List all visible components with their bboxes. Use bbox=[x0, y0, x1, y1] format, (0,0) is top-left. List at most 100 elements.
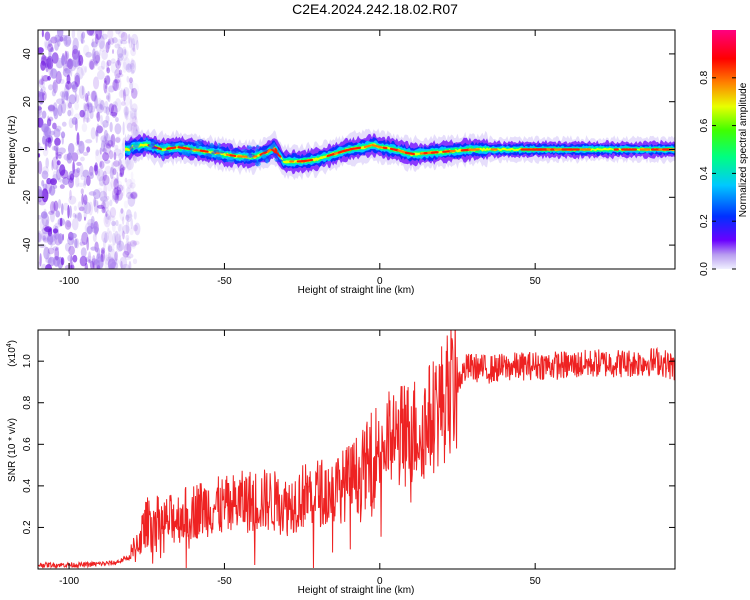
snr-y-tick-label: 0.6 bbox=[22, 437, 33, 451]
spectrogram-noise-cell bbox=[59, 178, 66, 184]
spectrogram-noise-cell bbox=[91, 37, 98, 51]
spectrogram-x-tick-label: -100 bbox=[59, 276, 79, 287]
spectrogram-noise-cell bbox=[116, 171, 119, 184]
spectrogram-noise-cell bbox=[72, 44, 78, 55]
snr-y-axis-label: SNR (10 * v/v) bbox=[7, 418, 18, 482]
spectrogram-noise-cell bbox=[118, 69, 123, 76]
spectrogram-noise-cell bbox=[96, 200, 99, 214]
spectrogram-noise-cell bbox=[99, 104, 103, 110]
spectrogram-noise-cell bbox=[106, 40, 111, 50]
spectrogram-ridge-speckle bbox=[231, 148, 237, 155]
spectrogram-noise-cell bbox=[38, 261, 41, 269]
spectrogram-noise-cell bbox=[130, 191, 138, 200]
spectrogram-noise-cell bbox=[100, 247, 106, 254]
spectrogram-noise-cell bbox=[75, 94, 80, 104]
snr-y-tick-label: 1.0 bbox=[22, 354, 33, 368]
spectrogram-ridge-speckle bbox=[164, 150, 170, 156]
spectrogram-noise-cell bbox=[130, 69, 135, 75]
spectrogram-ridge-speckle bbox=[204, 153, 212, 159]
spectrogram-noise-cell bbox=[111, 221, 116, 233]
spectrogram-noise-cell bbox=[69, 173, 75, 181]
spectrogram-noise-cell bbox=[68, 245, 75, 256]
spectrogram-noise-cell bbox=[122, 216, 125, 225]
spectrogram-noise-cell bbox=[42, 235, 46, 241]
spectrogram-noise-cell bbox=[109, 207, 117, 218]
spectrogram-noise-cell bbox=[62, 176, 70, 186]
spectrogram-noise-cell bbox=[79, 241, 86, 246]
spectrogram-y-tick-label: 0 bbox=[22, 146, 33, 152]
spectrogram-noise-cell bbox=[115, 135, 121, 144]
spectrogram-ridge-speckle bbox=[166, 141, 173, 144]
spectrogram-noise-cell bbox=[72, 37, 79, 52]
spectrogram-noise-cell bbox=[123, 94, 131, 107]
spectrogram-noise-cell bbox=[120, 39, 123, 44]
spectrogram-noise-cell bbox=[40, 60, 46, 71]
spectrogram-noise-cell bbox=[133, 211, 137, 220]
spectrogram-noise-cell bbox=[124, 50, 129, 58]
spectrogram-noise-cell bbox=[131, 38, 136, 51]
spectrogram-ridge-speckle bbox=[132, 143, 140, 149]
spectrogram-noise-cell bbox=[122, 230, 125, 240]
spectrogram-noise-cell bbox=[98, 182, 107, 187]
spectrogram-noise-cell bbox=[106, 74, 111, 85]
spectrogram-noise-cell bbox=[88, 191, 97, 196]
spectrogram-noise-cell bbox=[93, 50, 101, 64]
spectrogram-noise-cell bbox=[83, 95, 87, 102]
spectrogram-ridge-speckle bbox=[217, 142, 221, 148]
spectrogram-noise-cell bbox=[41, 123, 49, 133]
spectrogram-noise-cell bbox=[96, 168, 104, 182]
spectrogram-noise-cell bbox=[68, 195, 77, 205]
spectrogram-noise-cell bbox=[124, 177, 128, 183]
spectrogram-noise-cell bbox=[79, 238, 83, 247]
spectrogram-noise-cell bbox=[96, 125, 103, 134]
spectrogram-noise-cell bbox=[54, 137, 61, 146]
spectrogram-ridge-speckle bbox=[211, 151, 216, 155]
spectrogram-noise-cell bbox=[77, 30, 83, 41]
spectrogram-noise-cell bbox=[101, 206, 106, 214]
spectrogram-ridge-peak bbox=[270, 147, 282, 158]
colorbar-gradient bbox=[712, 30, 736, 269]
spectrogram-noise-cell bbox=[126, 213, 134, 219]
spectrogram-noise-cell bbox=[73, 205, 77, 211]
spectrogram-noise-cell bbox=[125, 240, 129, 251]
spectrogram-noise-cell bbox=[112, 187, 120, 201]
spectrogram-noise-cell bbox=[38, 77, 46, 89]
snr-y-tick-label: 0.4 bbox=[22, 478, 33, 492]
spectrogram-noise-cell bbox=[122, 250, 129, 258]
spectrogram-noise-cell bbox=[129, 82, 134, 90]
spectrogram-noise-cell bbox=[116, 180, 123, 188]
spectrogram-noise-cell bbox=[134, 222, 141, 236]
spectrogram-noise-cell bbox=[123, 243, 132, 256]
spectrogram-noise-cell bbox=[76, 161, 82, 166]
spectrogram-noise-cell bbox=[57, 198, 62, 209]
spectrogram-noise-cell bbox=[52, 228, 59, 234]
spectrogram-ridge-speckle bbox=[151, 147, 158, 150]
spectrogram-noise-cell bbox=[82, 102, 87, 116]
spectrogram-noise-cell bbox=[124, 111, 128, 118]
spectrogram-noise-cell bbox=[100, 115, 103, 125]
spectrogram-noise-cell bbox=[95, 129, 98, 137]
spectrogram-y-tick-label: 40 bbox=[22, 48, 33, 60]
spectrogram-ridge-speckle bbox=[277, 159, 284, 162]
spectrogram-noise-cell bbox=[47, 43, 54, 53]
spectrogram-noise-cell bbox=[49, 201, 56, 214]
spectrogram-noise-cell bbox=[60, 131, 66, 139]
spectrogram-noise-cell bbox=[113, 178, 119, 190]
snr-scale-label: (x104) bbox=[6, 340, 18, 367]
spectrogram-noise-cell bbox=[122, 46, 127, 56]
spectrogram-noise-cell bbox=[122, 87, 130, 97]
spectrogram-noise-cell bbox=[115, 59, 122, 70]
spectrogram-noise-cell bbox=[90, 246, 97, 251]
spectrogram-noise-cell bbox=[103, 77, 107, 83]
spectrogram-noise-cell bbox=[48, 39, 53, 48]
spectrogram-noise-cell bbox=[115, 189, 123, 201]
spectrogram-noise-cell bbox=[100, 253, 104, 263]
spectrogram-ridge-speckle bbox=[251, 146, 256, 150]
spectrogram-noise-cell bbox=[95, 112, 100, 119]
spectrogram-noise-cell bbox=[92, 48, 96, 62]
spectrogram-noise-cell bbox=[128, 79, 135, 86]
spectrogram-y-tick-label: 20 bbox=[22, 96, 33, 108]
spectrogram-noise-cell bbox=[93, 197, 97, 207]
spectrogram-noise-cell bbox=[119, 208, 125, 221]
spectrogram-noise-cell bbox=[110, 104, 118, 118]
